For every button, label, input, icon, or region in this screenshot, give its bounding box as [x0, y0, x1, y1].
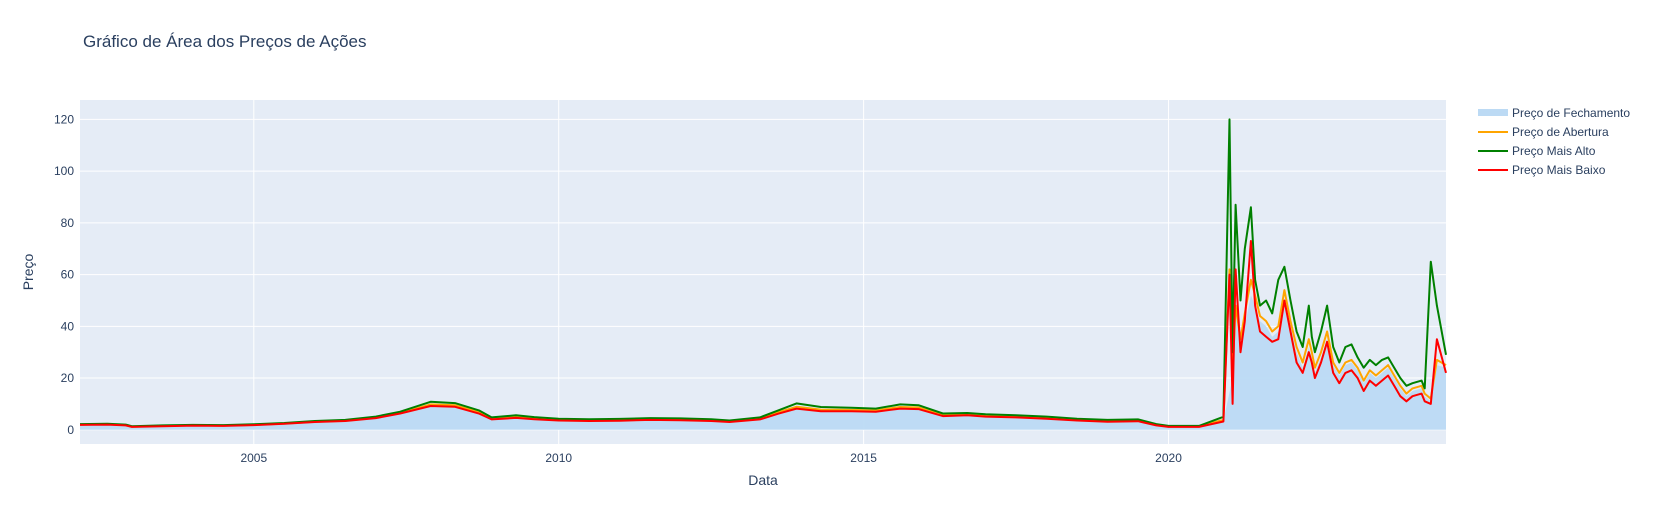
y-tick-label: 80	[61, 216, 75, 230]
x-tick-label: 2015	[850, 451, 877, 465]
series-line-3	[79, 240, 1447, 428]
plot-background	[80, 100, 1446, 444]
legend-swatch-line	[1478, 168, 1508, 171]
x-tick-label: 2020	[1155, 451, 1182, 465]
legend: Preço de Fechamento Preço de Abertura Pr…	[1478, 103, 1630, 179]
y-tick-label: 40	[61, 319, 75, 333]
x-axis-title: Data	[748, 472, 778, 488]
series-layer	[79, 118, 1447, 430]
y-tick-label: 0	[67, 423, 74, 437]
x-tick-label: 2005	[240, 451, 267, 465]
legend-swatch-area	[1478, 109, 1508, 116]
legend-swatch-line	[1478, 149, 1508, 152]
legend-label: Preço de Fechamento	[1512, 105, 1631, 120]
y-tick-label: 20	[61, 371, 75, 385]
x-tick-label: 2010	[545, 451, 572, 465]
y-tick-label: 60	[61, 268, 75, 282]
y-axis-title: Preço	[20, 254, 36, 291]
legend-swatch-line	[1478, 130, 1508, 133]
legend-label: Preço Mais Alto	[1512, 143, 1596, 158]
legend-label: Preço Mais Baixo	[1512, 162, 1606, 177]
tick-labels: 0 20 40 60 80 100 120 2005 2010 2015 2020	[54, 112, 1182, 465]
y-tick-label: 100	[54, 164, 74, 178]
legend-item-mais-baixo[interactable]: Preço Mais Baixo	[1478, 160, 1630, 179]
legend-label: Preço de Abertura	[1512, 124, 1609, 139]
y-tick-label: 120	[54, 112, 74, 126]
series-area-0	[80, 295, 1446, 430]
legend-item-fechamento[interactable]: Preço de Fechamento	[1478, 103, 1630, 122]
legend-item-abertura[interactable]: Preço de Abertura	[1478, 122, 1630, 141]
legend-item-mais-alto[interactable]: Preço Mais Alto	[1478, 141, 1630, 160]
chart-title: Gráfico de Área dos Preços de Ações	[83, 32, 367, 51]
series-line-2	[79, 118, 1447, 428]
